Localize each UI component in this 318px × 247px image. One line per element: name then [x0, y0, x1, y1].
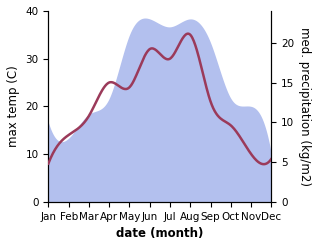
- Y-axis label: med. precipitation (kg/m2): med. precipitation (kg/m2): [298, 27, 311, 186]
- Y-axis label: max temp (C): max temp (C): [7, 65, 20, 147]
- X-axis label: date (month): date (month): [116, 227, 204, 240]
